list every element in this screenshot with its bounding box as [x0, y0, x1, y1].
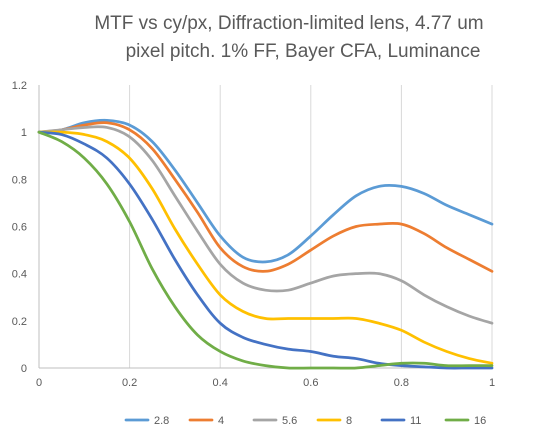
series-line-11 — [37, 130, 494, 370]
x-tick-label: 0 — [36, 377, 42, 389]
x-tick-label: 1 — [489, 377, 495, 389]
y-tick-label: 0.2 — [12, 316, 27, 328]
y-axis-ticks: 0 0.2 0.4 0.6 0.8 1 1.2 — [12, 80, 27, 375]
x-tick-label: 0.8 — [394, 377, 409, 389]
y-tick-label: 1 — [21, 127, 27, 139]
chart-title: MTF vs cy/px, Diffraction-limited lens, … — [94, 13, 483, 62]
series-line-8 — [37, 130, 494, 365]
legend-label: 4 — [218, 415, 224, 427]
series-line-2-8 — [37, 118, 494, 264]
y-tick-label: 0 — [21, 363, 27, 375]
y-tick-label: 0.4 — [12, 269, 27, 281]
legend-label: 5.6 — [282, 415, 297, 427]
legend-label: 11 — [410, 415, 421, 427]
legend-label: 2.8 — [154, 415, 169, 427]
x-axis-ticks: 0 0.2 0.4 0.6 0.8 1 — [36, 377, 495, 389]
x-tick-label: 0.6 — [303, 377, 318, 389]
y-tick-label: 0.8 — [12, 174, 27, 186]
series-line-5-6 — [37, 125, 494, 325]
series-line-16 — [37, 130, 494, 370]
legend: 2.8 4 5.6 8 11 16 — [124, 415, 486, 427]
y-tick-label: 0.6 — [12, 222, 27, 234]
legend-label: 16 — [474, 415, 486, 427]
gridlines — [129, 85, 493, 368]
legend-label: 8 — [346, 415, 352, 427]
y-tick-label: 1.2 — [12, 80, 27, 92]
chart-title-line-2: pixel pitch. 1% FF, Bayer CFA, Luminance — [126, 41, 481, 62]
series-line-4 — [37, 121, 494, 273]
x-tick-label: 0.4 — [213, 377, 228, 389]
x-tick-label: 0.2 — [122, 377, 137, 389]
chart-title-line-1: MTF vs cy/px, Diffraction-limited lens, … — [94, 13, 483, 34]
series-lines — [37, 118, 494, 370]
